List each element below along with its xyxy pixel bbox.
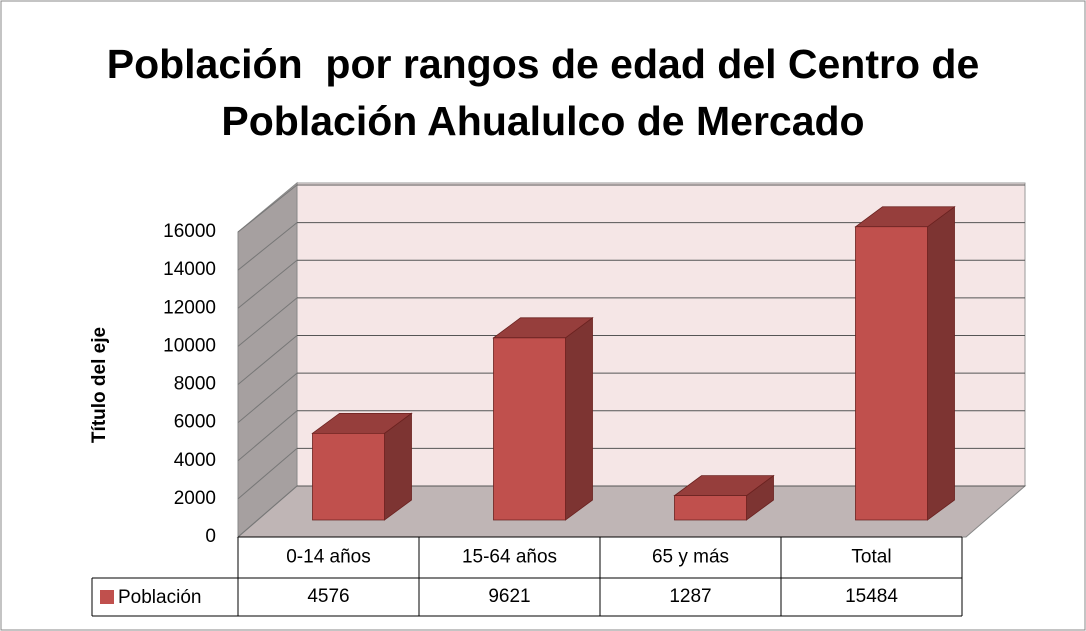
side-grid-line (237, 335, 298, 385)
bar (492, 317, 594, 521)
legend-swatch (100, 590, 114, 604)
legend-label: Población (118, 587, 201, 608)
chart-title: Población por rangos de edad del Centro … (106, 41, 991, 144)
table-value: 1287 (669, 586, 711, 607)
y-tick-label: 14000 (163, 259, 216, 280)
side-grid-line (237, 372, 298, 424)
x-tick-label: Total (851, 547, 891, 568)
x-tick-label: 15-64 años (462, 547, 557, 568)
bar-front (674, 495, 747, 521)
side-grid-line (237, 447, 298, 500)
y-axis-title: Título del eje (89, 327, 110, 443)
bar-front (855, 226, 928, 521)
y-tick-label: 12000 (163, 297, 216, 318)
x-tick-label: 0-14 años (286, 547, 371, 568)
bar-front (493, 337, 566, 521)
bar-front (312, 432, 385, 521)
y-tick-label: 16000 (163, 221, 216, 242)
bar (311, 412, 413, 521)
side-grid-line (237, 410, 298, 462)
table-value: 9621 (488, 586, 530, 607)
y-tick-label: 6000 (174, 412, 216, 433)
y-tick-label: 2000 (174, 488, 216, 509)
x-tick-label: 65 y más (652, 547, 729, 568)
side-grid-line (237, 222, 298, 271)
bar-side (927, 205, 955, 521)
bar (673, 474, 775, 521)
side-grid-line (237, 485, 298, 538)
side-grid-line (237, 297, 298, 347)
bar (854, 205, 956, 521)
y-tick-label: 8000 (174, 374, 216, 395)
y-tick-label: 0 (205, 526, 216, 547)
y-tick-label: 4000 (174, 450, 216, 471)
table-value: 15484 (845, 586, 898, 607)
side-grid-line (237, 259, 298, 309)
table-value: 4576 (307, 586, 349, 607)
side-grid-line (237, 184, 298, 233)
bar-side (565, 317, 593, 521)
y-tick-label: 10000 (163, 335, 216, 356)
